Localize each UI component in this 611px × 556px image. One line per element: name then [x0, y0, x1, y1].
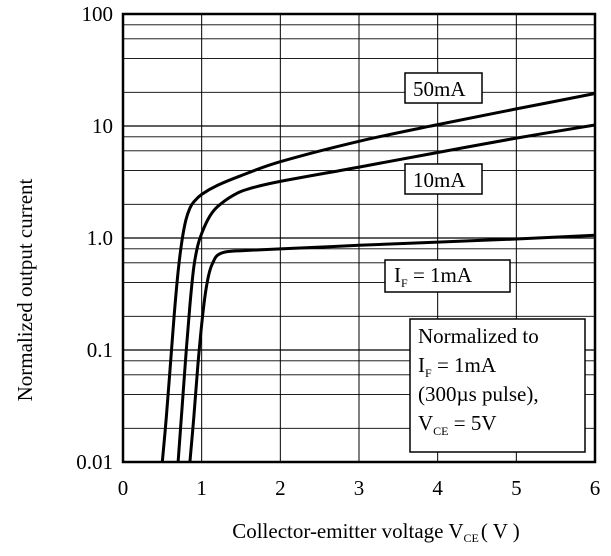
x-tick-label: 0 — [118, 476, 129, 500]
x-axis-title: Collector-emitter voltage VCE( V ) — [232, 519, 520, 545]
label-1mA: IF = 1mA — [384, 259, 511, 293]
note-line-3: (300µs pulse), — [418, 382, 539, 406]
normalization-note: Normalized to IF = 1mA (300µs pulse), VC… — [409, 318, 586, 453]
x-tick-label: 2 — [275, 476, 286, 500]
series-line-1 — [160, 92, 596, 463]
y-tick-label: 1.0 — [87, 226, 113, 250]
note-line-1: Normalized to — [418, 324, 539, 348]
curves — [160, 92, 596, 463]
y-axis-title: Normalized output current — [13, 178, 37, 401]
note-line-2: IF = 1mA — [418, 353, 497, 380]
note-line-4: VCE = 5V — [418, 411, 497, 438]
label-50mA: 50mA — [404, 72, 483, 104]
y-tick-label: 10 — [92, 114, 113, 138]
x-tick-label: 4 — [432, 476, 443, 500]
series-line-3 — [188, 233, 596, 463]
series-line-2 — [176, 123, 596, 463]
x-tick-label: 3 — [354, 476, 365, 500]
label-10mA-text: 10mA — [413, 168, 466, 192]
label-1mA-text: IF = 1mA — [394, 263, 473, 290]
y-tick-label: 0.1 — [87, 338, 113, 362]
y-tick-label: 100 — [82, 2, 114, 26]
plot-frame — [121, 12, 597, 464]
tick-labels: 0 1 2 3 4 5 6 100 10 1.0 0.1 0.01 — [76, 2, 600, 500]
x-tick-label: 5 — [511, 476, 522, 500]
label-10mA: 10mA — [404, 163, 483, 195]
x-tick-label: 1 — [196, 476, 207, 500]
x-tick-label: 6 — [590, 476, 601, 500]
y-tick-label: 0.01 — [76, 450, 113, 474]
label-50mA-text: 50mA — [413, 77, 466, 101]
